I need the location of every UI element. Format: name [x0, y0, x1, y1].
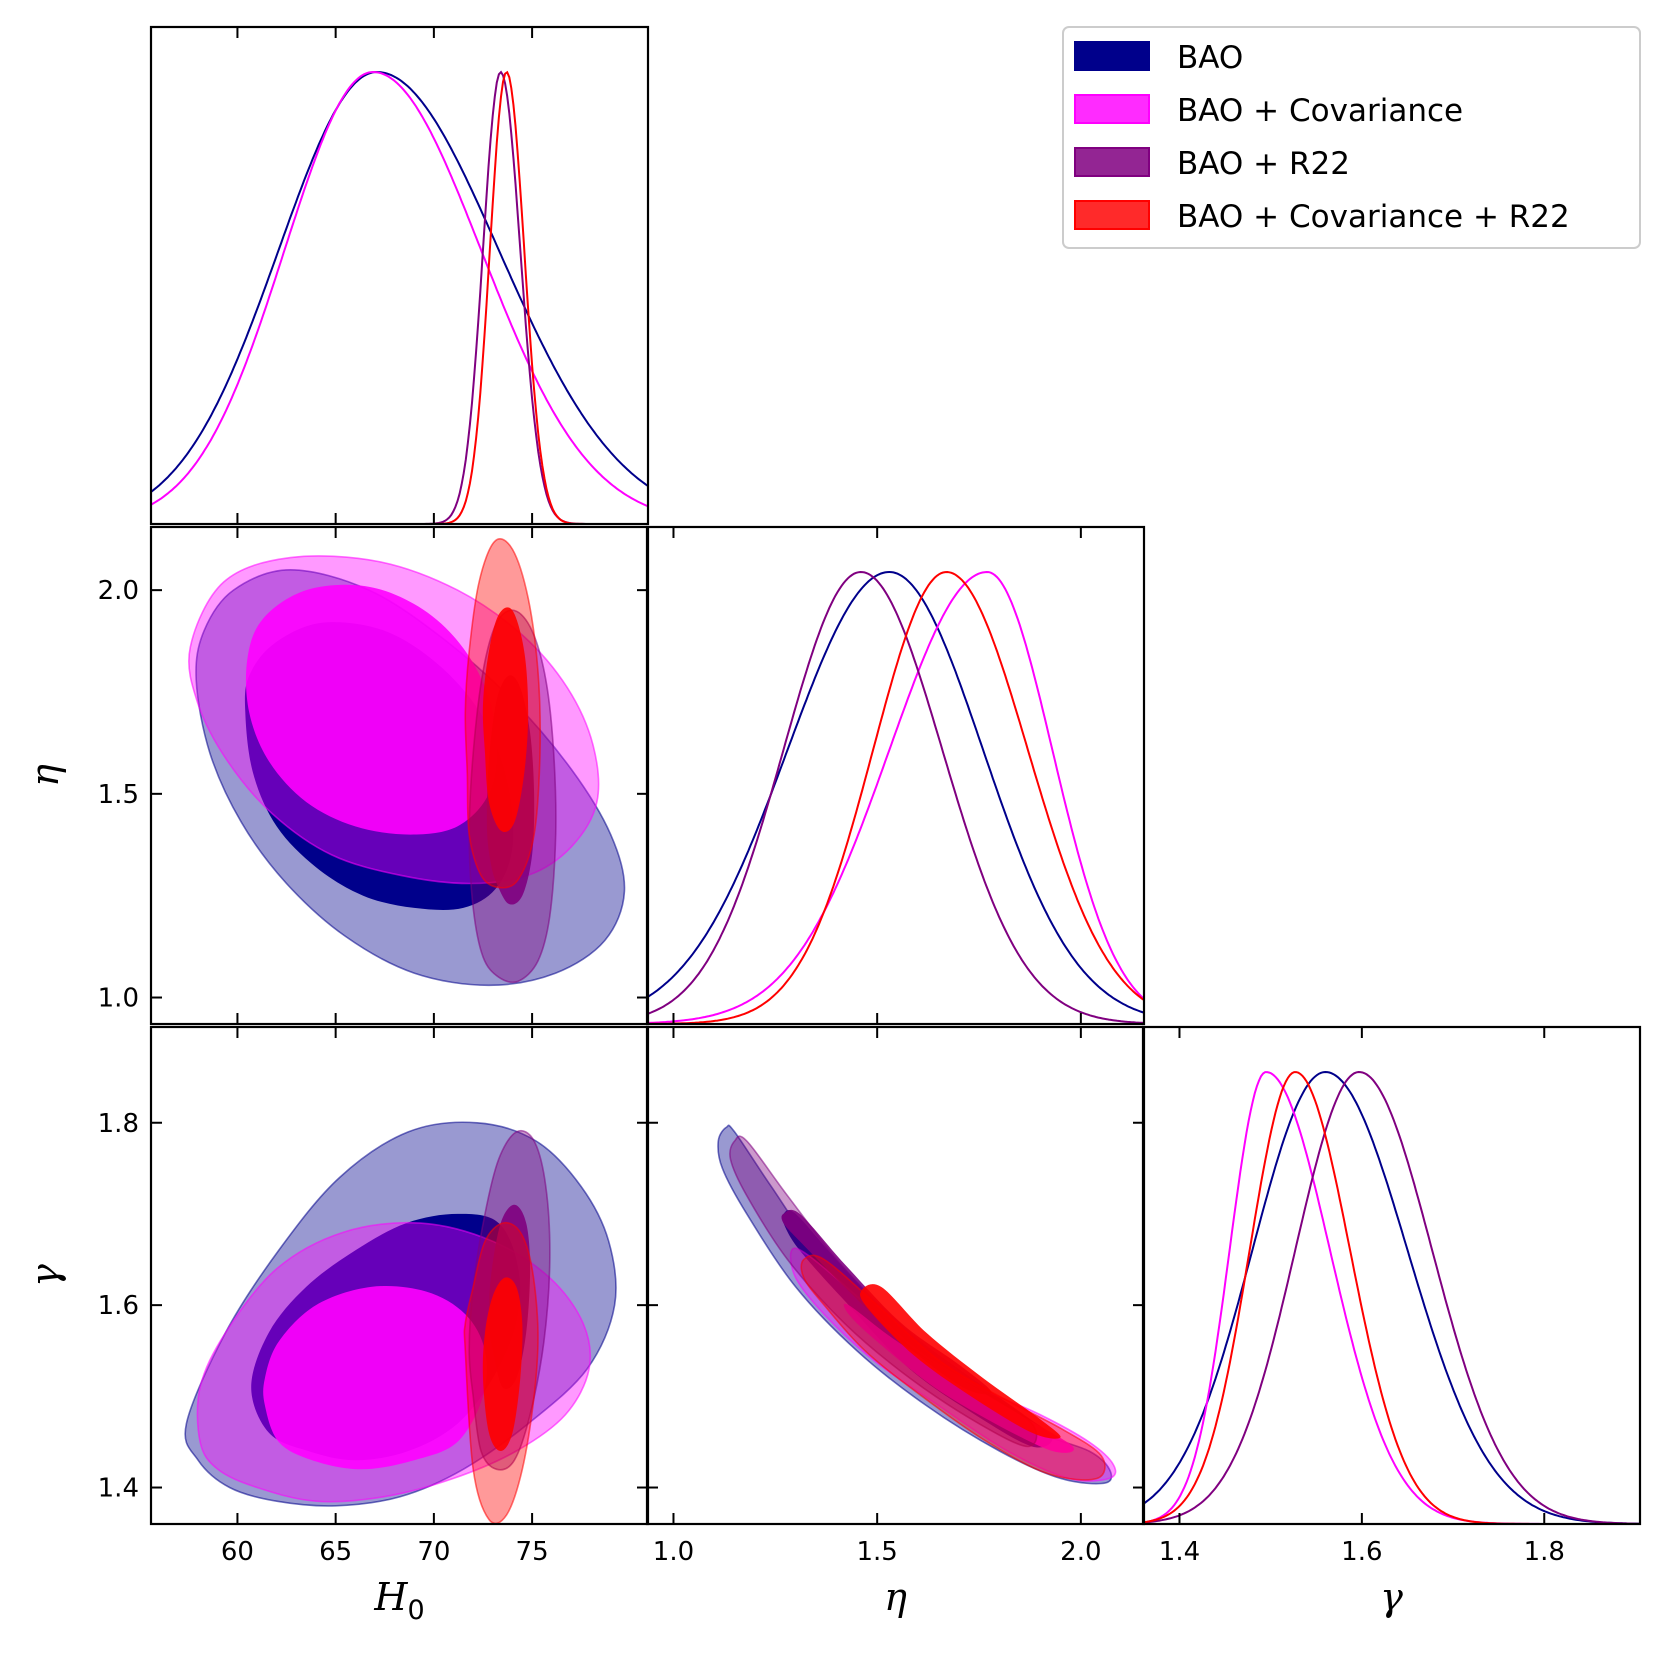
y-axis-title-eta: η: [23, 764, 67, 787]
legend-label-bao-covariance: BAO + Covariance: [1177, 93, 1463, 129]
legend-swatch-bao: [1074, 41, 1150, 71]
axes-frame-eta-eta: [645, 525, 1146, 1026]
axes-frame-H0-H0: [149, 25, 650, 526]
axes-frame-gamma-gamma: [1141, 1025, 1642, 1526]
x-tick-label-eta: 1.0: [653, 1537, 694, 1567]
x-tick-label-gamma: 1.8: [1524, 1537, 1565, 1567]
legend-swatch-bao-r22: [1074, 147, 1150, 177]
axis-labels: 60 65 70 75 1.0 1.5 2.0 1.4 1.6 1.8 1.0 1.5 2.0 1.4 1.…: [23, 576, 1565, 1626]
contour-bao-covariance-r22-H0-eta-1sigma: [482, 607, 529, 833]
x-axis-title-gamma: γ: [1380, 1575, 1403, 1619]
y-tick-label-gamma: 1.6: [98, 1291, 139, 1321]
contour-fills: [184, 538, 1117, 1524]
marginal-bao-r22-eta: [647, 570, 1144, 1024]
y-tick-label-eta: 1.0: [98, 984, 139, 1014]
y-tick-label-gamma: 1.4: [98, 1474, 139, 1504]
y-tick-label-eta: 2.0: [98, 576, 139, 606]
marginal-bao-r22-gamma: [1143, 1070, 1640, 1524]
marginal-bao-gamma: [1143, 1070, 1640, 1524]
x-tick-label-gamma: 1.6: [1341, 1537, 1382, 1567]
x-tick-label-gamma: 1.4: [1159, 1537, 1200, 1567]
x-axis-title-eta: η: [884, 1575, 907, 1619]
legend-swatch-bao-covariance-r22: [1074, 200, 1150, 230]
legend-label-bao-r22: BAO + R22: [1177, 146, 1350, 182]
x-tick-label-eta: 1.5: [856, 1537, 897, 1567]
y-tick-label-gamma: 1.8: [98, 1109, 139, 1139]
marginal-panel-gamma: [1143, 1070, 1640, 1524]
marginal-bao-eta: [647, 570, 1144, 1014]
marginal-bao-covariance-gamma: [1143, 1071, 1640, 1524]
marginal-bao-covariance-r22-H0: [151, 70, 648, 524]
contour-bao-r22-eta-gamma-1sigma: [781, 1209, 992, 1395]
x-tick-label-H0: 75: [516, 1537, 549, 1567]
curve-lines: [151, 70, 1640, 1524]
contour-bao-covariance-H0-gamma-1sigma: [263, 1285, 487, 1470]
legend-box: [1062, 26, 1641, 249]
legend-label-bao-covariance-r22: BAO + Covariance + R22: [1177, 199, 1570, 235]
x-tick-label-H0: 65: [319, 1537, 352, 1567]
marginal-bao-H0: [151, 70, 648, 493]
contour-panel-H0-eta: [188, 538, 626, 987]
y-axis-title-gamma: γ: [23, 1264, 67, 1287]
marginal-bao-covariance-H0: [151, 70, 648, 508]
contour-bao-covariance-r22-H0-gamma-1sigma: [482, 1277, 523, 1451]
contour-bao-covariance-r22-eta-gamma-1sigma: [860, 1284, 1061, 1439]
x-tick-label-H0: 70: [417, 1537, 450, 1567]
contour-panel-eta-gamma: [717, 1124, 1117, 1485]
x-tick-label-eta: 2.0: [1060, 1537, 1101, 1567]
contour-panel-H0-gamma: [184, 1121, 617, 1524]
marginal-bao-covariance-r22-gamma: [1143, 1071, 1640, 1524]
contour-bao-covariance-H0-eta-1sigma: [245, 584, 497, 835]
legend: BAO BAO + Covariance BAO + R22 BAO + Cov…: [1062, 26, 1641, 249]
axes-frames: [149, 25, 1642, 1526]
y-tick-label-eta: 1.5: [98, 780, 139, 810]
marginal-panel-eta: [647, 570, 1144, 1024]
x-axis-title-H0: H0: [373, 1575, 424, 1626]
legend-label-bao: BAO: [1177, 40, 1243, 76]
marginal-bao-covariance-eta: [647, 570, 1144, 1024]
legend-swatch-bao-covariance: [1074, 94, 1150, 124]
marginal-bao-covariance-r22-eta: [647, 570, 1144, 1024]
x-tick-label-H0: 60: [221, 1537, 254, 1567]
marginal-panel-H0: [151, 70, 648, 524]
